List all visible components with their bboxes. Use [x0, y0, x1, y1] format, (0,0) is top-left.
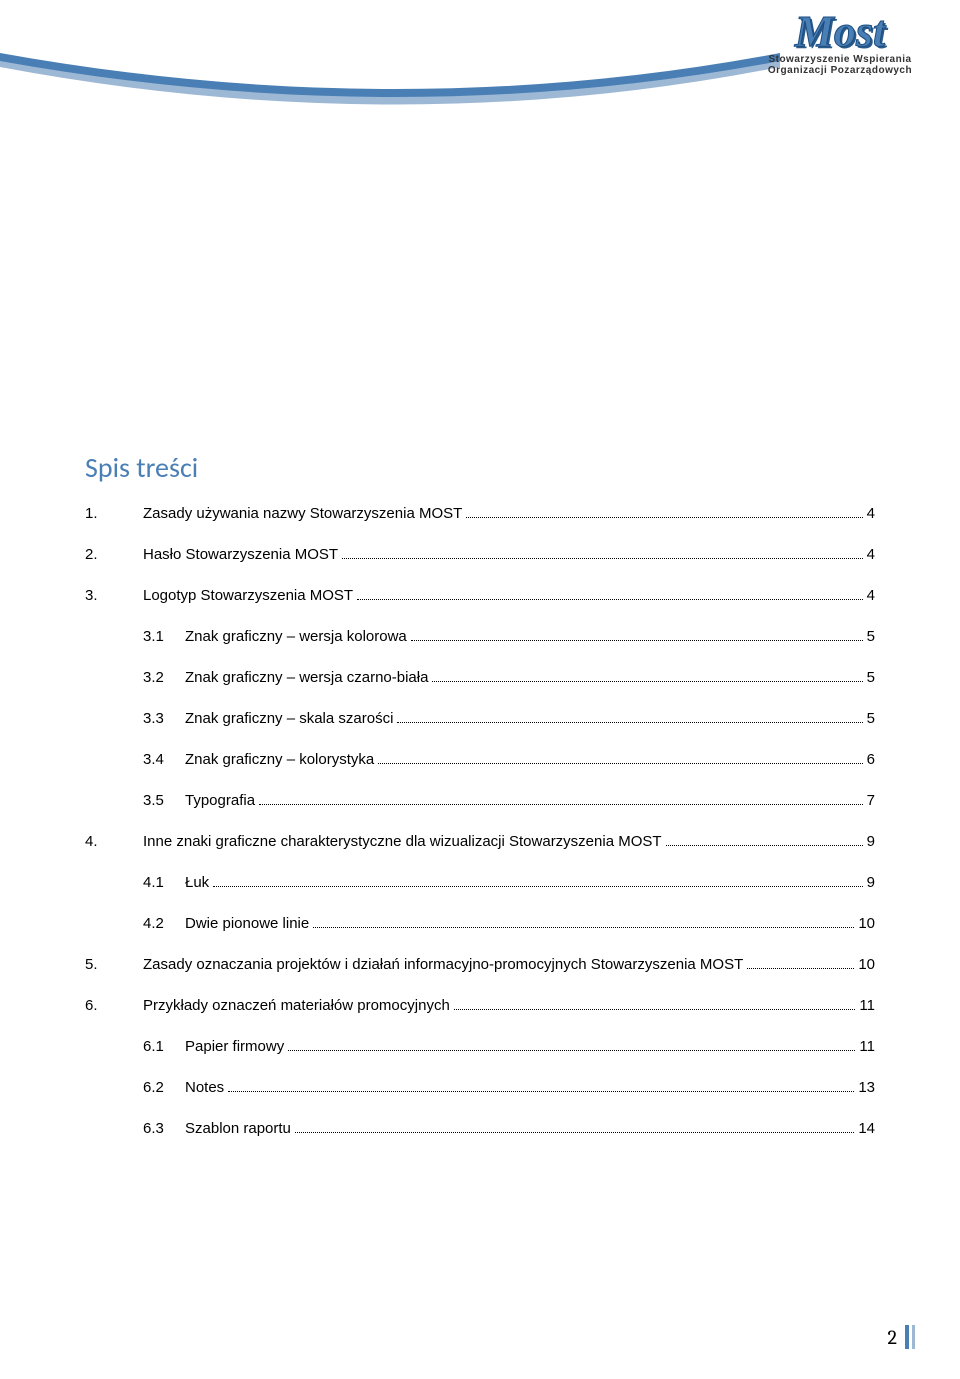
toc-entry-label: Łuk — [185, 874, 209, 891]
toc-entry: 3.5Typografia 7 — [85, 792, 875, 809]
toc-entry-page: 9 — [867, 874, 875, 891]
toc-entry-label: Znak graficzny – wersja kolorowa — [185, 628, 407, 645]
toc-entry: 3.4Znak graficzny – kolorystyka 6 — [85, 751, 875, 768]
toc-entry-label: Znak graficzny – wersja czarno-biała — [185, 669, 428, 686]
toc-entry: 6.3Szablon raportu 14 — [85, 1120, 875, 1137]
toc-entry-page: 6 — [867, 751, 875, 768]
toc-entry-number: 4.2 — [143, 915, 185, 932]
toc-dots — [432, 681, 862, 682]
toc-entry-page: 14 — [858, 1120, 875, 1137]
toc-entry: 3.3Znak graficzny – skala szarości 5 — [85, 710, 875, 727]
toc-entry-page: 4 — [867, 505, 875, 522]
toc-entry-number: 6. — [85, 997, 143, 1014]
swoosh-icon — [0, 45, 780, 135]
toc-dots — [259, 804, 863, 805]
toc-entry: 4.1Łuk 9 — [85, 874, 875, 891]
toc-entry-label: Szablon raportu — [185, 1120, 291, 1137]
toc-entry-label: Typografia — [185, 792, 255, 809]
header: Most Stowarzyszenie Wspierania Organizac… — [0, 0, 960, 150]
logo: Most Stowarzyszenie Wspierania Organizac… — [755, 10, 925, 76]
toc-entry-number: 3.5 — [143, 792, 185, 809]
content: Spis treści 1.Zasady używania nazwy Stow… — [85, 450, 875, 1161]
toc-entry-label: Znak graficzny – skala szarości — [185, 710, 393, 727]
toc-dots — [357, 599, 863, 600]
toc-dots — [666, 845, 863, 846]
toc-entry: 6.Przykłady oznaczeń materiałów promocyj… — [85, 997, 875, 1014]
toc-entry-page: 10 — [858, 956, 875, 973]
toc-entry-label: Notes — [185, 1079, 224, 1096]
toc-dots — [411, 640, 863, 641]
toc-entry: 1.Zasady używania nazwy Stowarzyszenia M… — [85, 505, 875, 522]
toc-entry-page: 5 — [867, 710, 875, 727]
toc-entry-number: 1. — [85, 505, 143, 522]
toc-entry-number: 2. — [85, 546, 143, 563]
toc-dots — [747, 968, 854, 969]
page-footer: 2 — [888, 1325, 915, 1349]
toc-entry: 3.2Znak graficzny – wersja czarno-biała 5 — [85, 669, 875, 686]
toc-dots — [454, 1009, 856, 1010]
toc-dots — [397, 722, 862, 723]
toc-dots — [342, 558, 863, 559]
toc-entry: 2.Hasło Stowarzyszenia MOST 4 — [85, 546, 875, 563]
toc-dots — [378, 763, 862, 764]
toc-dots — [295, 1132, 854, 1133]
toc-entry-number: 3. — [85, 587, 143, 604]
toc-entry-number: 3.2 — [143, 669, 185, 686]
toc-entry-page: 5 — [867, 628, 875, 645]
toc-entry-page: 4 — [867, 587, 875, 604]
toc-entry-page: 10 — [858, 915, 875, 932]
toc-title: Spis treści — [85, 450, 875, 485]
toc-entry: 6.2Notes 13 — [85, 1079, 875, 1096]
toc-entry-number: 5. — [85, 956, 143, 973]
toc-entry: 6.1Papier firmowy 11 — [85, 1038, 875, 1055]
toc-entry-label: Logotyp Stowarzyszenia MOST — [143, 587, 353, 604]
toc-entry-label: Dwie pionowe linie — [185, 915, 309, 932]
toc-entry-label: Znak graficzny – kolorystyka — [185, 751, 374, 768]
toc-entry-page: 4 — [867, 546, 875, 563]
toc-entry-label: Zasady używania nazwy Stowarzyszenia MOS… — [143, 505, 462, 522]
logo-name: Most — [755, 10, 925, 54]
toc-dots — [213, 886, 862, 887]
toc-entry-label: Papier firmowy — [185, 1038, 284, 1055]
page-bars-icon — [905, 1325, 915, 1349]
toc-entry-page: 13 — [858, 1079, 875, 1096]
toc-entry-number: 3.1 — [143, 628, 185, 645]
toc-dots — [288, 1050, 855, 1051]
toc-dots — [313, 927, 854, 928]
toc-dots — [466, 517, 862, 518]
logo-subtitle-1: Stowarzyszenie Wspierania — [755, 54, 925, 65]
logo-subtitle-2: Organizacji Pozarządowych — [755, 65, 925, 76]
toc-entry-number: 4.1 — [143, 874, 185, 891]
toc-entry-page: 5 — [867, 669, 875, 686]
toc-entry-page: 11 — [859, 997, 875, 1014]
toc-entry-label: Zasady oznaczania projektów i działań in… — [143, 956, 743, 973]
toc-entry: 4.Inne znaki graficzne charakterystyczne… — [85, 833, 875, 850]
toc-entry: 4.2Dwie pionowe linie 10 — [85, 915, 875, 932]
toc-list: 1.Zasady używania nazwy Stowarzyszenia M… — [85, 505, 875, 1137]
page-number: 2 — [888, 1326, 897, 1349]
toc-entry-number: 3.3 — [143, 710, 185, 727]
toc-entry: 3.1Znak graficzny – wersja kolorowa 5 — [85, 628, 875, 645]
toc-entry-number: 3.4 — [143, 751, 185, 768]
toc-entry-page: 9 — [867, 833, 875, 850]
toc-entry-number: 6.1 — [143, 1038, 185, 1055]
toc-entry-number: 4. — [85, 833, 143, 850]
toc-entry-page: 11 — [859, 1038, 875, 1055]
toc-entry-label: Inne znaki graficzne charakterystyczne d… — [143, 833, 662, 850]
toc-entry-label: Przykłady oznaczeń materiałów promocyjny… — [143, 997, 450, 1014]
toc-entry-label: Hasło Stowarzyszenia MOST — [143, 546, 338, 563]
toc-dots — [228, 1091, 854, 1092]
toc-entry: 3.Logotyp Stowarzyszenia MOST 4 — [85, 587, 875, 604]
toc-entry-page: 7 — [867, 792, 875, 809]
toc-entry: 5.Zasady oznaczania projektów i działań … — [85, 956, 875, 973]
toc-entry-number: 6.2 — [143, 1079, 185, 1096]
toc-entry-number: 6.3 — [143, 1120, 185, 1137]
